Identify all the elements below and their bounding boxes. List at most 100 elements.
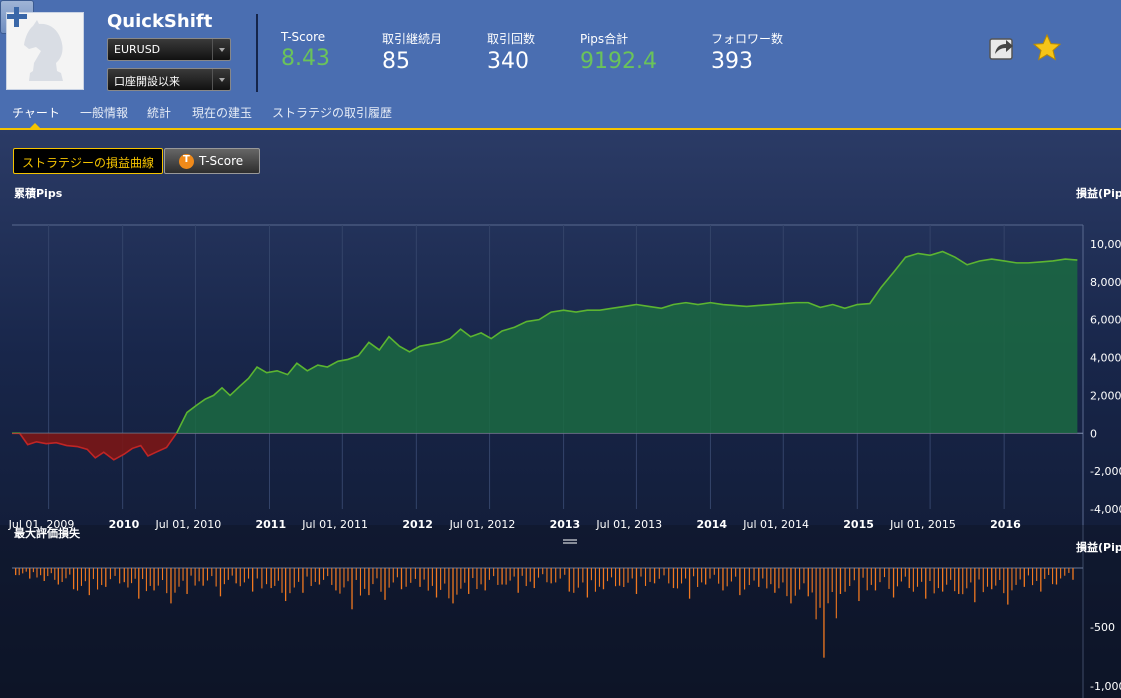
drawdown-bar xyxy=(618,568,621,586)
drawdown-bar xyxy=(653,568,656,584)
drawdown-bar xyxy=(663,568,665,576)
panel-resize-handle[interactable] xyxy=(563,539,577,544)
drawdown-bar xyxy=(270,568,272,589)
favorite-button[interactable] xyxy=(1032,33,1062,63)
drawdown-bar xyxy=(623,568,625,587)
drawdown-bar xyxy=(178,568,180,587)
drawdown-bar xyxy=(594,568,596,592)
stat-label: T-Score xyxy=(281,30,326,44)
drawdown-bar xyxy=(946,568,948,585)
drawdown-bar xyxy=(921,568,923,582)
drawdown-bar xyxy=(908,568,910,589)
drawdown-bar xyxy=(668,568,670,584)
drawdown-bar xyxy=(54,568,56,580)
drawdown-bar xyxy=(480,568,482,585)
drawdown-bar xyxy=(929,568,931,582)
drawdown-bar xyxy=(157,568,159,586)
drawdown-bar xyxy=(198,568,200,582)
drawdown-bar xyxy=(493,568,495,577)
drawdown-bar xyxy=(1007,568,1009,605)
period-select[interactable]: 口座開設以来 xyxy=(107,68,231,91)
drawdown-bar xyxy=(18,568,20,576)
drawdown-bar xyxy=(819,568,821,608)
drawdown-bar xyxy=(72,568,75,590)
drawdown-bar xyxy=(606,568,609,582)
strategy-name: QuickShift xyxy=(107,11,213,32)
drawdown-bar xyxy=(978,568,980,580)
drawdown-bar xyxy=(937,568,939,589)
strategy-avatar xyxy=(6,12,84,90)
drawdown-bar xyxy=(231,568,233,576)
drawdown-bar xyxy=(794,568,796,596)
drawdown-bar xyxy=(235,568,237,584)
drawdown-bar xyxy=(153,568,155,591)
tab-chart[interactable]: チャート xyxy=(12,106,60,120)
drawdown-bar xyxy=(323,568,325,580)
drawdown-bar xyxy=(25,568,27,572)
stat-value: 340 xyxy=(487,49,529,74)
drawdown-bar xyxy=(790,568,792,604)
drawdown-bar xyxy=(410,568,412,583)
symbol-select[interactable]: EURUSD xyxy=(107,38,231,61)
drawdown-bar xyxy=(351,568,353,610)
tscore-button[interactable]: T-Score xyxy=(164,148,260,174)
drawdown-bar xyxy=(206,568,209,581)
drawdown-bar xyxy=(355,568,357,580)
drawdown-bar xyxy=(372,568,374,585)
drawdown-bar xyxy=(380,568,382,592)
drawdown-bar xyxy=(598,568,601,587)
y-tick-label: 8,000 xyxy=(1090,276,1121,289)
drawdown-bar xyxy=(748,568,750,586)
x-tick-label: Jul 01, 2014 xyxy=(742,518,809,531)
drawdown-bar xyxy=(261,568,263,589)
drawdown-bar xyxy=(640,568,642,577)
drawdown-bar xyxy=(782,568,784,583)
drawdown-bar xyxy=(302,568,304,593)
drawdown-bar xyxy=(844,568,846,592)
drawdown-bar xyxy=(256,568,258,579)
drawdown-bar xyxy=(96,568,99,590)
drawdown-bar xyxy=(142,568,144,580)
drawdown-bar xyxy=(170,568,172,604)
tab-trade-history[interactable]: ストラテジの取引履歴 xyxy=(272,106,393,120)
drawdown-bar xyxy=(974,568,976,603)
drawdown-bar xyxy=(289,568,291,594)
drawdown-bar xyxy=(693,568,695,577)
drawdown-bar xyxy=(166,568,168,594)
drawdown-bar xyxy=(827,568,829,604)
drawdown-bar xyxy=(1040,568,1042,592)
drawdown-bar xyxy=(521,568,523,576)
star-icon xyxy=(1032,33,1062,61)
stat-value: 9192.4 xyxy=(580,49,657,74)
drawdown-bar xyxy=(145,568,147,592)
drawdown-bar xyxy=(684,568,687,579)
drawdown-bar xyxy=(1003,568,1005,594)
stat-tscore: T-Score 8.43 xyxy=(281,30,330,71)
drawdown-bar xyxy=(542,568,544,575)
tab-statistics[interactable]: 統計 xyxy=(147,106,172,120)
drawdown-bar xyxy=(778,568,780,589)
active-tab-indicator xyxy=(28,123,42,130)
drawdown-bar xyxy=(472,568,474,579)
drawdown-bar xyxy=(680,568,683,584)
drawdown-bar xyxy=(1019,568,1021,580)
drawdown-bar xyxy=(970,568,972,583)
pnl-curve-button[interactable]: ストラテジーの損益曲線 xyxy=(13,148,164,174)
drawdown-bar xyxy=(631,568,633,579)
share-button[interactable] xyxy=(987,33,1017,63)
tab-open-positions[interactable]: 現在の建玉 xyxy=(192,106,253,120)
drawdown-bar xyxy=(807,568,809,597)
drawdown-bar xyxy=(40,568,42,576)
tab-general-info[interactable]: 一般情報 xyxy=(80,106,129,120)
drawdown-bar xyxy=(15,568,17,576)
drawdown-bar xyxy=(672,568,675,589)
drawdown-bar xyxy=(883,568,886,578)
stat-followers: フォロワー数 393 xyxy=(711,30,783,74)
drawdown-bar xyxy=(995,568,997,586)
chevron-down-icon xyxy=(212,69,230,90)
x-tick-label: 2012 xyxy=(402,518,433,531)
drawdown-bar xyxy=(1023,568,1025,587)
drawdown-bar xyxy=(713,568,715,575)
drawdown-bar xyxy=(888,568,890,589)
drawdown-bar xyxy=(388,568,390,588)
